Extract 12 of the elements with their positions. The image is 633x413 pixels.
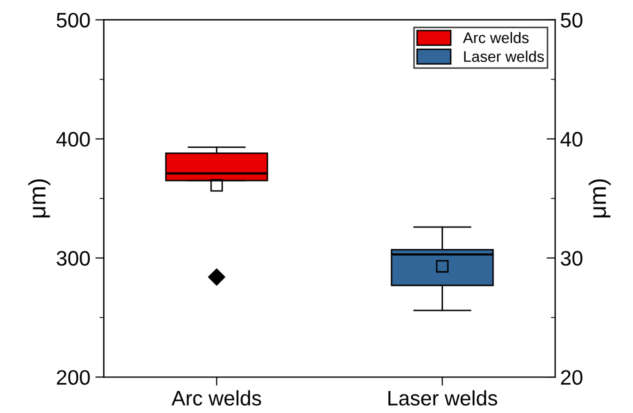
y2-tick-label: 50	[560, 12, 582, 28]
y2-axis-title: μm)	[588, 179, 611, 218]
legend-label: Laser welds	[464, 50, 544, 62]
legend-label: Arc welds	[462, 32, 529, 44]
y-tick-label: 500	[56, 12, 90, 28]
y2-tick-label: 30	[560, 250, 582, 266]
y2-tick-label: 20	[561, 370, 582, 385]
y-tick-label: 300	[56, 250, 90, 266]
y-tick-label: 400	[56, 132, 90, 147]
y-axis-title: μm)	[28, 179, 50, 218]
y2-tick-label: 40	[560, 132, 582, 147]
y-tick-label: 200	[56, 370, 90, 385]
